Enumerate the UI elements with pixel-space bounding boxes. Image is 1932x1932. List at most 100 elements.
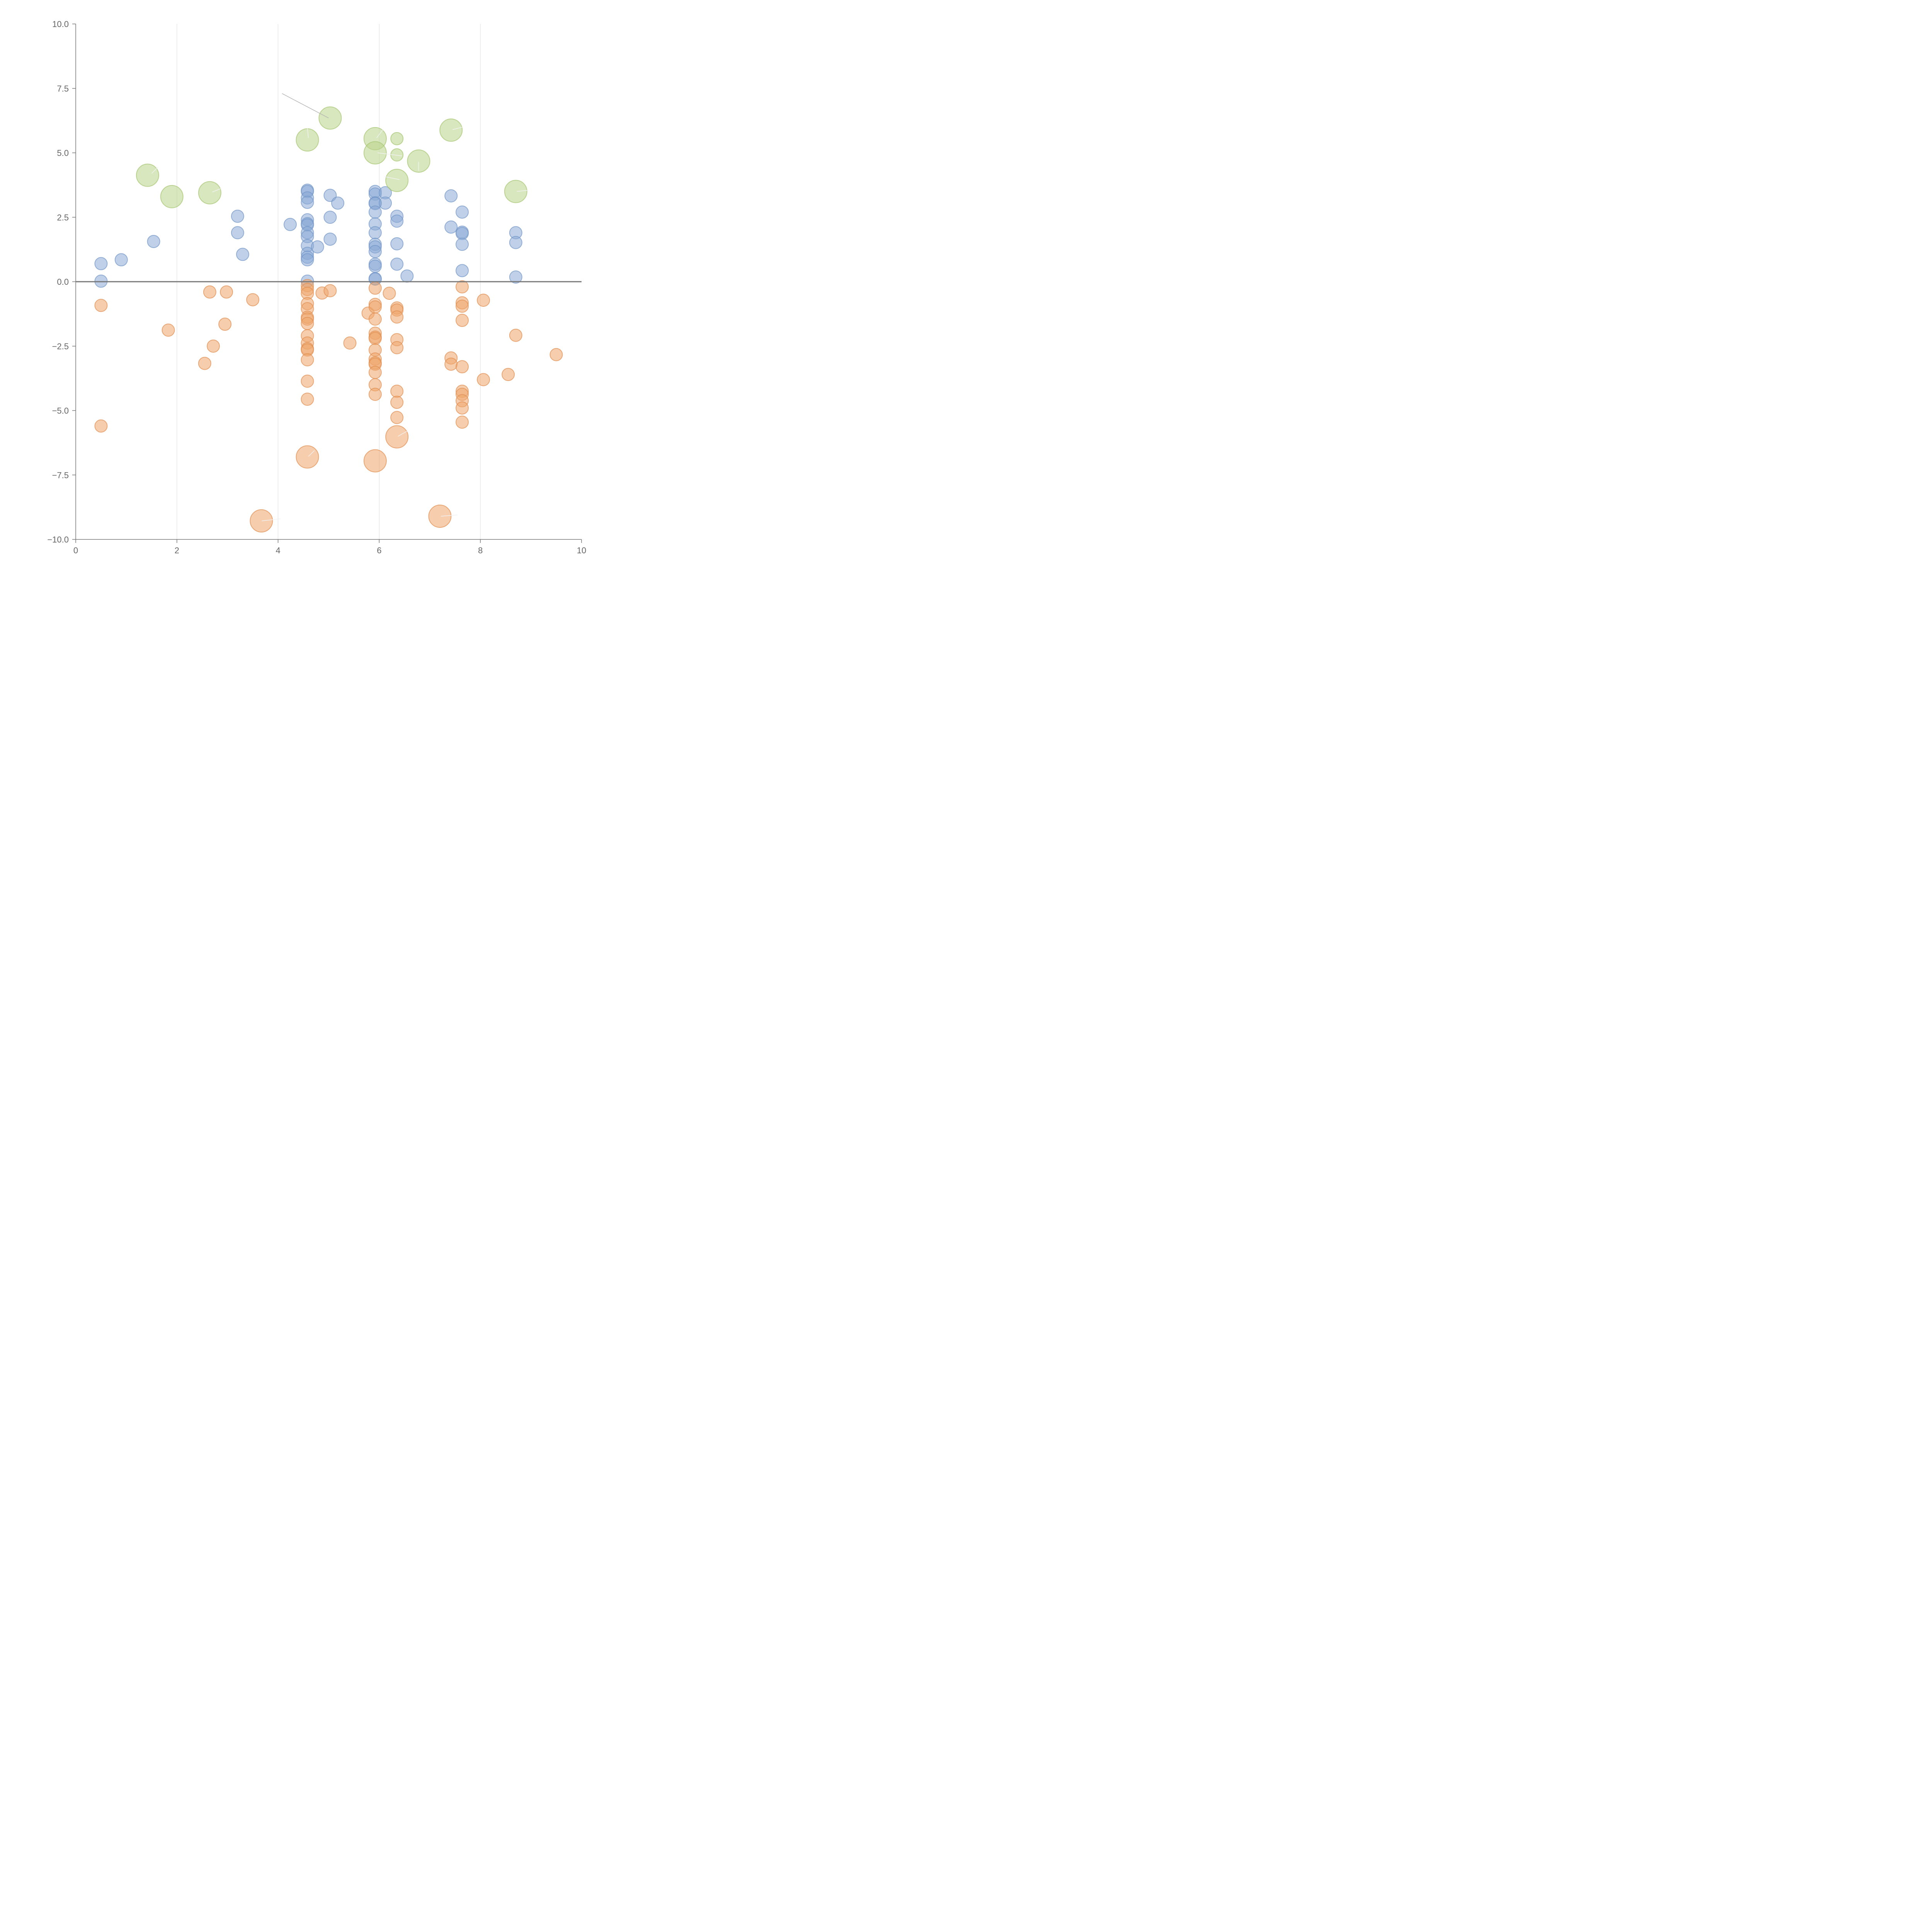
negative-bubble: [198, 357, 211, 370]
y-tick-label: 10.0: [52, 19, 69, 29]
negative-bubble: [456, 280, 469, 294]
y-tick-label: 0.0: [57, 277, 69, 287]
annotation-leader-line: [398, 431, 407, 437]
highlight-bubble: [385, 168, 409, 192]
positive-bubble: [368, 226, 382, 240]
highlight-bubble: [390, 132, 404, 145]
negative-bubble: [368, 300, 382, 314]
negative-bubble: [301, 374, 314, 388]
positive-bubble: [231, 226, 244, 240]
x-tick-label: 4: [276, 546, 280, 555]
positive-bubble: [444, 189, 458, 202]
annotation-leader-line: [378, 152, 402, 156]
positive-bubble: [301, 253, 314, 267]
positive-bubble: [147, 235, 160, 248]
highlight-bubble: [318, 106, 342, 130]
negative-bubble: [368, 332, 382, 345]
negative-bubble: [456, 314, 469, 327]
y-tick-label: 2.5: [57, 213, 69, 222]
y-tick-label: 5.0: [57, 148, 69, 158]
negative-bubble: [390, 384, 404, 398]
negative-bubble: [301, 353, 314, 367]
negative-bubble: [343, 336, 357, 350]
positive-bubble: [284, 218, 297, 231]
highlight-bubble: [407, 149, 430, 173]
negative-bubble: [456, 360, 469, 374]
negative-bubble: [456, 401, 469, 415]
highlight-bubble: [198, 181, 221, 204]
negative-bubble: [162, 323, 175, 337]
annotation-leader-line: [151, 167, 158, 174]
x-tick-label: 6: [377, 546, 381, 555]
bubble-chart: 0 2 4 6 8 10 10.0 7.5 5.0 2.5 0.0 −2.5 −5.0 −7.5 −10.0: [47, 19, 586, 555]
positive-bubble: [390, 214, 404, 228]
y-tick-label: 7.5: [57, 84, 69, 94]
positive-bubble: [509, 236, 522, 249]
positive-bubble: [456, 205, 469, 219]
positive-bubble: [456, 238, 469, 251]
x-tick-label: 0: [73, 546, 78, 555]
positive-bubble: [323, 232, 337, 246]
negative-bubble: [456, 415, 469, 429]
negative-bubble: [428, 504, 452, 528]
negative-bubble: [390, 341, 404, 354]
annotation-leader-line: [384, 176, 400, 180]
negative-bubble: [549, 348, 563, 361]
highlight-bubble: [504, 180, 527, 203]
negative-bubble: [301, 317, 314, 330]
negative-bubble: [368, 388, 382, 401]
negative-bubble: [368, 312, 382, 326]
highlight-bubble: [160, 185, 184, 208]
positive-bubble: [114, 253, 128, 267]
negative-bubble: [246, 293, 260, 306]
positive-bubble: [368, 245, 382, 258]
negative-bubble: [218, 318, 232, 331]
annotation-leader-line: [308, 450, 315, 457]
negative-bubble: [509, 328, 522, 342]
ticks: 0 2 4 6 8 10 10.0 7.5 5.0 2.5 0.0 −2.5 −5.0 −7.5 −10.0: [47, 19, 586, 555]
y-tick-label: −5.0: [52, 406, 69, 416]
highlight-bubble: [439, 118, 463, 142]
negative-bubble: [477, 294, 490, 307]
positive-bubble: [323, 211, 337, 224]
negative-bubble: [390, 411, 404, 424]
negative-bubble: [94, 419, 108, 433]
annotation-leader-line: [262, 518, 281, 521]
annotation-leader-line: [517, 190, 529, 192]
negative-bubble: [502, 368, 515, 381]
highlight-bubble: [296, 128, 319, 152]
positive-bubble: [368, 259, 382, 273]
positive-bubble: [379, 196, 392, 210]
negative-bubble: [220, 285, 233, 299]
annotation-leader-line: [452, 127, 463, 130]
bubbles: [94, 106, 563, 532]
highlight-bubble: [390, 148, 404, 162]
annotation-leader-line: [212, 188, 222, 192]
negative-bubble: [383, 287, 396, 300]
negative-bubble: [390, 310, 404, 324]
positive-bubble: [311, 240, 324, 253]
annotation-leader-line: [282, 93, 329, 119]
positive-bubble: [231, 209, 244, 223]
positive-bubble: [390, 257, 404, 271]
negative-bubble: [368, 366, 382, 379]
negative-bubble: [368, 281, 382, 295]
positive-bubble: [509, 270, 522, 284]
negative-bubble: [296, 445, 319, 469]
x-tick-label: 2: [175, 546, 179, 555]
y-tick-label: −7.5: [52, 470, 69, 480]
positive-bubble: [400, 269, 414, 283]
negative-bubble: [390, 396, 404, 409]
positive-bubble: [236, 248, 249, 261]
annotation-leader-line: [441, 514, 458, 517]
x-tick-label: 8: [478, 546, 483, 555]
positive-bubble: [94, 257, 108, 270]
positive-bubble: [331, 196, 345, 210]
negative-bubble: [203, 285, 216, 299]
positive-bubble: [301, 196, 314, 209]
positive-bubble: [444, 220, 458, 234]
negative-bubble: [456, 299, 469, 313]
negative-bubble: [323, 284, 337, 298]
positive-bubble: [390, 237, 404, 250]
highlight-bubble: [136, 163, 159, 187]
